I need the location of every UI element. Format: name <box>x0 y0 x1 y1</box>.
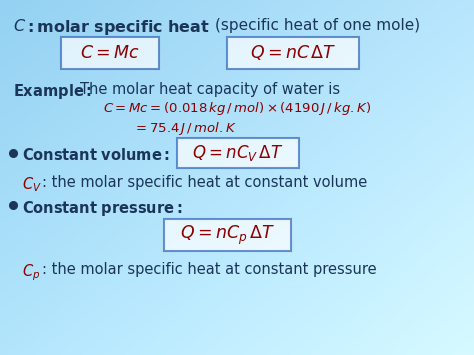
Text: $\mathit{Q = nC\,\Delta T}$: $\mathit{Q = nC\,\Delta T}$ <box>250 44 336 62</box>
Text: $\mathit{Q = nC_V\,\Delta T}$: $\mathit{Q = nC_V\,\Delta T}$ <box>192 143 284 163</box>
Text: $\mathit{C}$: $\mathit{C}$ <box>13 18 26 34</box>
Text: $\mathit{C = Mc = (0.018\,kg\,/\,mol) \times (4190\,J\,/\,kg.K)}$: $\mathit{C = Mc = (0.018\,kg\,/\,mol) \t… <box>103 100 371 117</box>
Text: $\mathit{C_p}$: $\mathit{C_p}$ <box>22 262 40 283</box>
Text: $\mathbf{: molar\ specific\ heat}$: $\mathbf{: molar\ specific\ heat}$ <box>24 18 210 37</box>
Text: The molar heat capacity of water is: The molar heat capacity of water is <box>80 82 340 97</box>
Text: $\mathit{C_V}$: $\mathit{C_V}$ <box>22 175 42 194</box>
FancyBboxPatch shape <box>227 37 359 69</box>
Text: : the molar specific heat at constant pressure: : the molar specific heat at constant pr… <box>42 262 377 277</box>
Text: $\mathbf{Constant\ pressure:}$: $\mathbf{Constant\ pressure:}$ <box>22 199 182 218</box>
Text: $\mathbf{Constant\ volume:}$: $\mathbf{Constant\ volume:}$ <box>22 147 170 163</box>
FancyBboxPatch shape <box>164 219 291 251</box>
FancyBboxPatch shape <box>177 138 299 168</box>
Text: (specific heat of one mole): (specific heat of one mole) <box>215 18 420 33</box>
Text: : the molar specific heat at constant volume: : the molar specific heat at constant vo… <box>42 175 367 190</box>
Text: $\mathit{C = Mc}$: $\mathit{C = Mc}$ <box>80 44 140 62</box>
Text: $\mathit{= 75.4\,J\,/\,mol.K}$: $\mathit{= 75.4\,J\,/\,mol.K}$ <box>133 120 237 137</box>
Text: $\mathbf{Example:}$: $\mathbf{Example:}$ <box>13 82 92 101</box>
Text: $\mathit{Q = nC_p\,\Delta T}$: $\mathit{Q = nC_p\,\Delta T}$ <box>180 223 275 247</box>
FancyBboxPatch shape <box>61 37 159 69</box>
